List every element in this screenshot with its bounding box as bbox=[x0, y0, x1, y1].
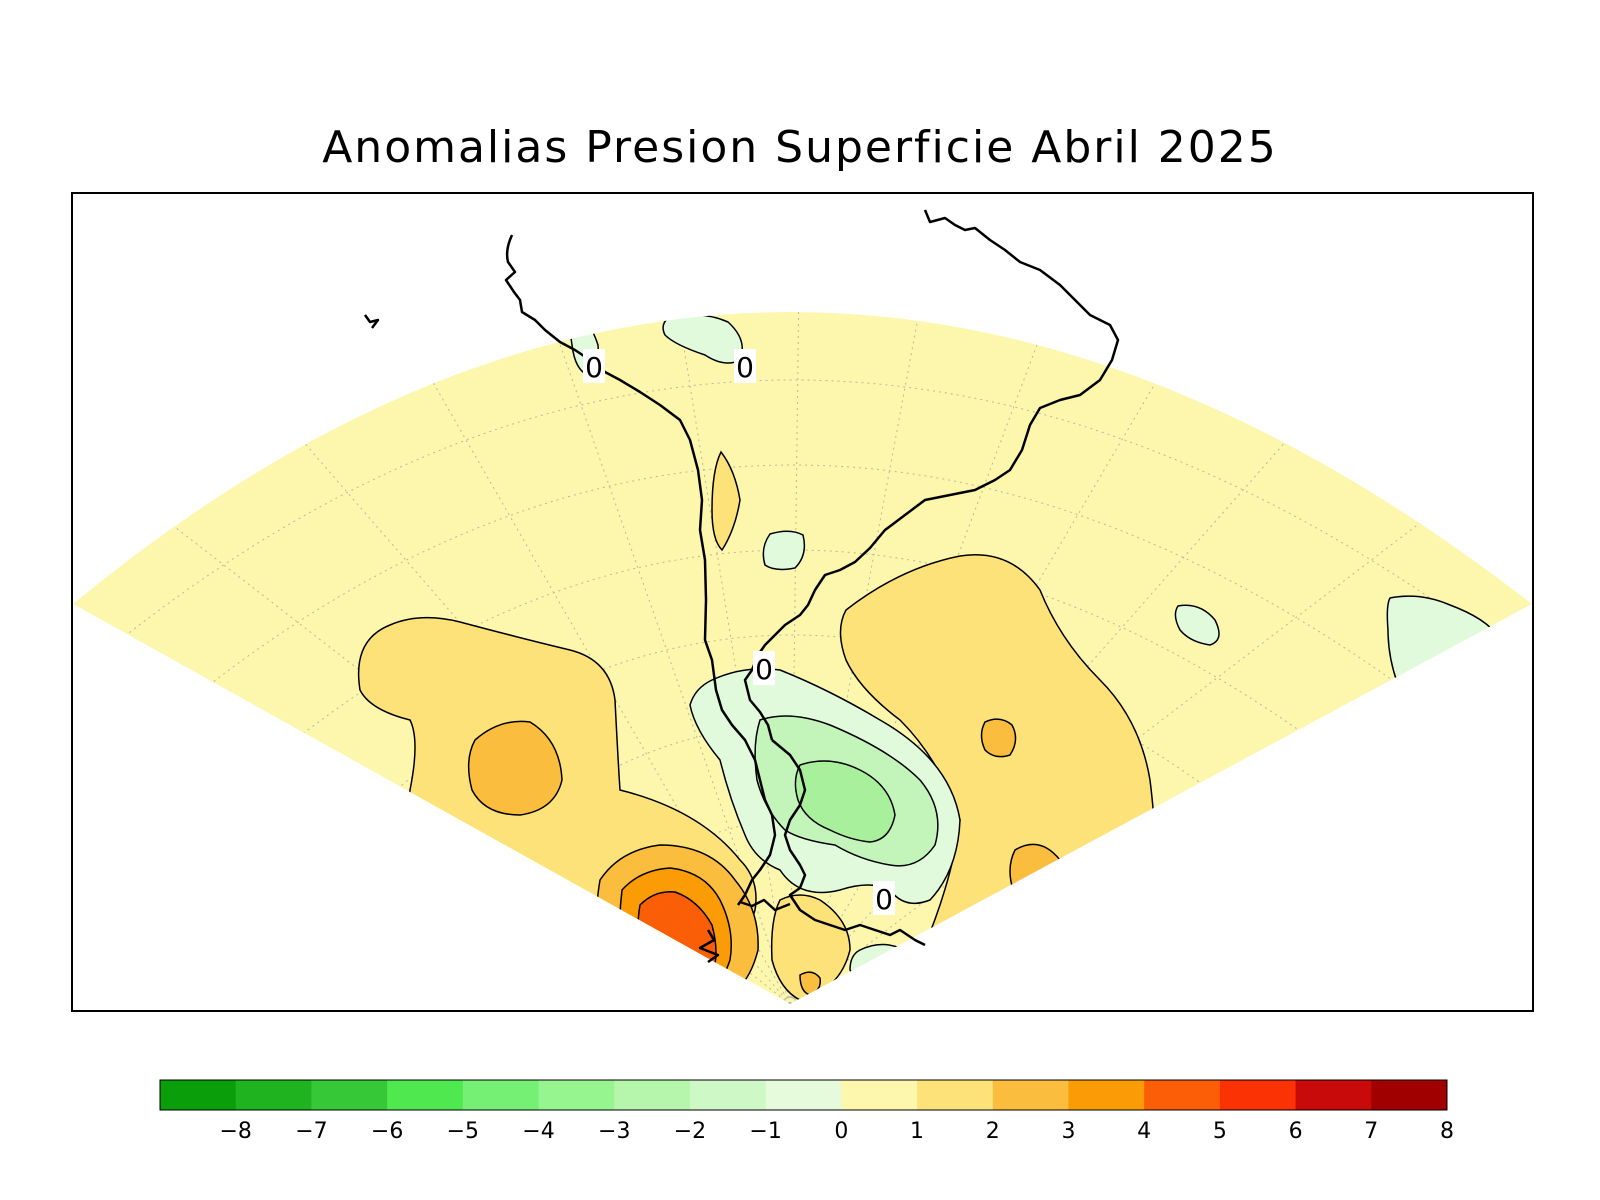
legend-bin-2 bbox=[311, 1080, 388, 1110]
legend-tick-label: −1 bbox=[749, 1119, 781, 1144]
coastline bbox=[363, 209, 1120, 964]
contour-label-1: 0 bbox=[585, 351, 603, 384]
legend-tick-label: 0 bbox=[834, 1119, 848, 1144]
legend-bin-16 bbox=[1371, 1080, 1448, 1110]
legend-tick-label: 7 bbox=[1364, 1119, 1378, 1144]
legend-tick-label: −5 bbox=[447, 1119, 479, 1144]
legend-bin-4 bbox=[462, 1080, 540, 1110]
legend-bin-7 bbox=[689, 1080, 767, 1110]
legend-tick-label: 4 bbox=[1137, 1119, 1151, 1144]
legend-tick-label: 8 bbox=[1440, 1119, 1454, 1144]
contour-label-4: 0 bbox=[875, 883, 893, 916]
legend-tick-label: −2 bbox=[674, 1119, 706, 1144]
contour-label-3: 0 bbox=[755, 653, 773, 686]
legend-bin-10 bbox=[917, 1080, 994, 1110]
legend-tick-label: −8 bbox=[219, 1119, 251, 1144]
legend-tick-label: −6 bbox=[371, 1119, 403, 1144]
legend-tick-label: −4 bbox=[522, 1119, 554, 1144]
legend-tick-label: 5 bbox=[1213, 1119, 1227, 1144]
legend-bin-0 bbox=[160, 1080, 237, 1110]
legend-bin-13 bbox=[1144, 1080, 1221, 1110]
legend-bin-5 bbox=[538, 1080, 615, 1110]
contour-label-2: 0 bbox=[736, 351, 754, 384]
legend-bin-11 bbox=[992, 1080, 1069, 1110]
legend-bin-12 bbox=[1068, 1080, 1145, 1110]
legend-tick-label: 2 bbox=[986, 1119, 1000, 1144]
legend-bin-8 bbox=[765, 1080, 842, 1110]
legend-bin-6 bbox=[614, 1080, 691, 1110]
contour-neg-2-3 bbox=[794, 760, 896, 843]
legend-tick-label: 3 bbox=[1061, 1119, 1075, 1144]
map-title: Anomalias Presion Superficie Abril 2025 bbox=[322, 122, 1278, 173]
legend-tick-label: −3 bbox=[598, 1119, 630, 1144]
legend-bin-9 bbox=[841, 1080, 918, 1110]
fan-background bbox=[73, 312, 1532, 1004]
contour-label-group: 0 0 0 0 bbox=[583, 349, 895, 916]
legend-bin-14 bbox=[1219, 1080, 1297, 1110]
color-legend: −8 −7 −6 −5 −4 −3 −2 −1 0 1 2 3 4 5 6 7 8 bbox=[159, 1079, 1454, 1144]
legend-bin-1 bbox=[235, 1080, 312, 1110]
legend-outline bbox=[159, 1079, 1448, 1111]
legend-bin-3 bbox=[387, 1080, 464, 1110]
legend-tick-label: 1 bbox=[910, 1119, 924, 1144]
legend-tick-label: 6 bbox=[1289, 1119, 1303, 1144]
legend-tick-label: −7 bbox=[295, 1119, 327, 1144]
legend-bin-15 bbox=[1295, 1080, 1372, 1110]
